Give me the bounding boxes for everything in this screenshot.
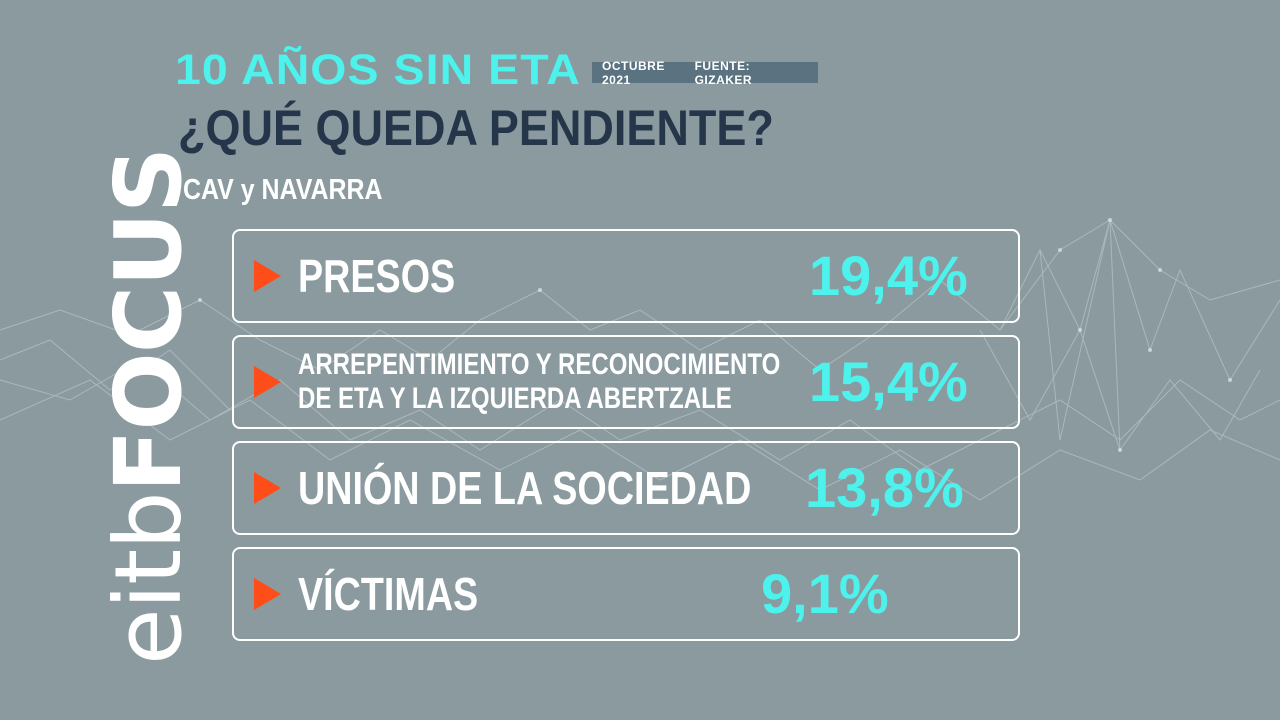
meta-box: OCTUBRE 2021 FUENTE: GIZAKER (592, 59, 818, 87)
source-label: FUENTE: GIZAKER (694, 58, 753, 87)
region-subtitle: CAV y NAVARRA (183, 174, 383, 206)
arrow-icon (254, 260, 281, 292)
logo-text: eitbFOCUS (95, 148, 202, 665)
row-value: 13,8% (805, 456, 964, 519)
arrow-icon (254, 366, 281, 398)
question-title: ¿QUÉ QUEDA PENDIENTE? (178, 100, 774, 156)
row-label: UNIÓN DE LA SOCIEDAD (298, 462, 752, 514)
eitb-focus-logo: eitbFOCUS (48, 148, 202, 665)
result-row: VÍCTIMAS 9,1% (232, 547, 1020, 641)
main-title: 10 AÑOS SIN ETA (175, 46, 581, 94)
arrow-icon (254, 578, 281, 610)
result-row: ARREPENTIMIENTO Y RECONOCIMIENTO DE ETA … (232, 335, 1020, 429)
row-label: VÍCTIMAS (298, 568, 479, 620)
logo-eitb: eitb (95, 492, 202, 665)
row-label: ARREPENTIMIENTO Y RECONOCIMIENTO DE ETA … (298, 348, 781, 415)
result-row: PRESOS 19,4% (232, 229, 1020, 323)
date-label: OCTUBRE 2021 (602, 58, 665, 87)
row-label: PRESOS (298, 250, 456, 302)
row-value: 15,4% (809, 350, 968, 413)
row-value: 19,4% (809, 244, 968, 307)
result-row: UNIÓN DE LA SOCIEDAD 13,8% (232, 441, 1020, 535)
row-value: 9,1% (761, 562, 889, 625)
arrow-icon (254, 472, 281, 504)
